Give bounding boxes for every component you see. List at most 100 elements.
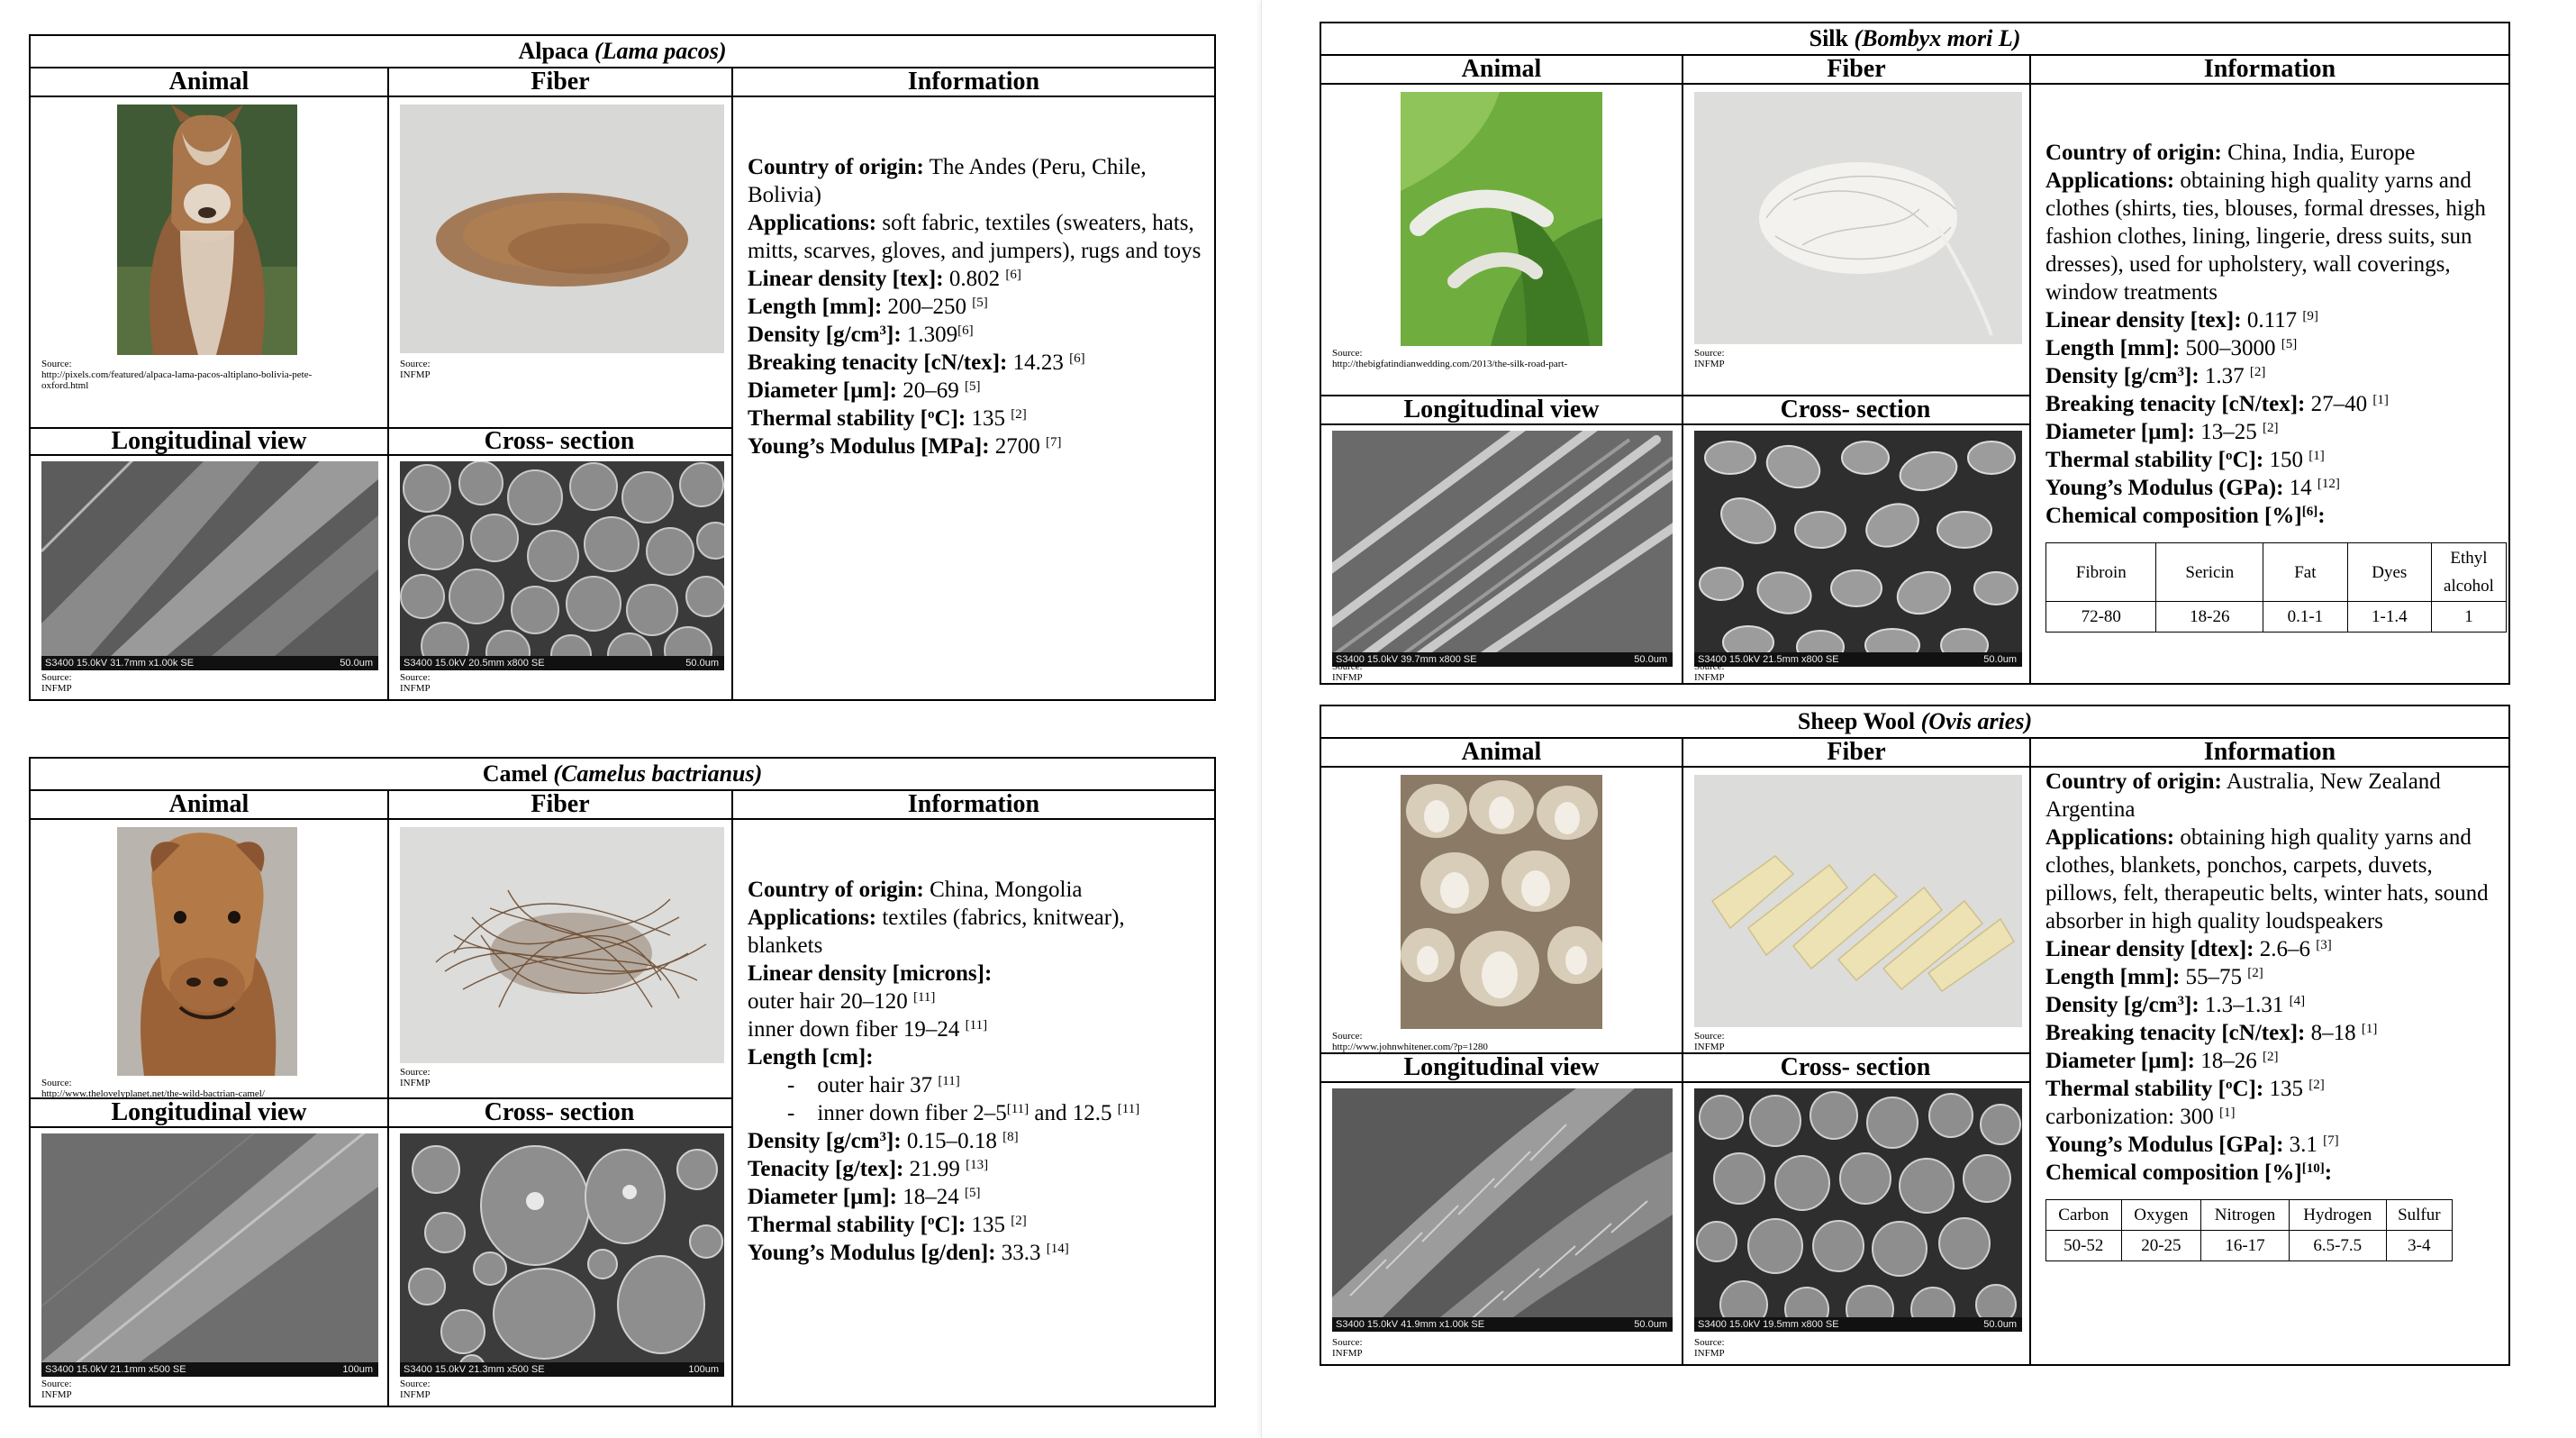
wool-cross-cell: S3400 15.0kV 19.5mm x800 SE 50.0um Source… [1683,1083,2031,1364]
alpaca-cross-sem: S3400 15.0kV 20.5mm x800 SE 50.0um [400,461,724,670]
wool-composition-table: Carbon Oxygen Nitrogen Hydrogen Sulfur 5… [2045,1199,2454,1261]
wool-animal-source: Source: http://www.johnwhitener.com/?p=1… [1332,1031,1488,1052]
silk-animal-source: Source: http://thebigfatindianwedding.co… [1332,348,1568,369]
camel-lower-header-row: Longitudinal view Cross- section [31,1097,733,1128]
silk-animal-header: Animal [1321,54,1683,85]
wool-title: Sheep Wool (Ovis aries) [1321,706,2508,739]
alpaca-photo [117,105,297,355]
alpaca-long-header: Longitudinal view [31,429,389,454]
wool-comp-value: 16-17 [2200,1230,2290,1261]
silk-comp-header: Sericin [2155,542,2264,602]
silk-cross-cell: S3400 15.0kV 21.5mm x800 SE 50.0um Source… [1683,425,2031,683]
camel-info-header: Information [733,789,1214,820]
alpaca-fiber-photo [400,105,724,353]
camel-long-sem: S3400 15.0kV 21.1mm x500 SE 100um [41,1133,378,1377]
camel-fiber-header: Fiber [389,789,733,820]
wool-comp-header: Sulfur [2385,1199,2454,1231]
silk-photo [1401,92,1602,346]
left-page: Alpaca (Lama pacos) Animal Fiber Informa… [0,0,1252,1438]
camel-animal-header: Animal [31,789,389,820]
alpaca-cross-cell: S3400 15.0kV 20.5mm x800 SE 50.0um Source… [389,456,733,699]
camel-long-header: Longitudinal view [31,1099,389,1126]
right-page: Silk (Bombyx mori L) Animal Fiber Inform… [1261,0,2576,1438]
wool-fiber-header: Fiber [1683,737,2031,768]
wool-lower-header-row: Longitudinal view Cross- section [1321,1052,2031,1083]
camel-title: Camel (Camelus bactrianus) [31,759,1214,791]
wool-info-header: Information [2031,737,2508,768]
wool-comp-value: 50-52 [2045,1230,2122,1261]
wool-comp-value: 3-4 [2385,1230,2454,1261]
wool-comp-header: Nitrogen [2200,1199,2290,1231]
silk-comp-header: Fat [2263,542,2348,602]
silk-info: Country of origin: China, India, Europe … [2045,139,2507,633]
silk-composition-table: Fibroin Sericin Fat Dyes Ethyl alcohol 7… [2045,542,2507,633]
wool-long-sem: S3400 15.0kV 41.9mm x1.00k SE 50.0um [1332,1088,1673,1332]
wool-cross-header: Cross- section [1780,1053,1931,1081]
silk-long-header: Longitudinal view [1321,396,1683,423]
silk-title: Silk (Bombyx mori L) [1321,23,2508,56]
alpaca-fiber-source: Source: INFMP [400,359,431,380]
wool-info: Country of origin: Australia, New Zealan… [2045,768,2507,1261]
silk-comp-value: 1-1.4 [2346,601,2433,633]
silk-long-source: Source: INFMP [1332,661,1363,683]
alpaca-info: Country of origin: The Andes (Peru, Chil… [748,155,1202,459]
camel-cross-header: Cross- section [484,1098,635,1126]
alpaca-long-source: Source: INFMP [41,672,72,694]
silk-comp-value: 0.1-1 [2263,601,2348,633]
silk-long-cell: S3400 15.0kV 39.7mm x800 SE 50.0um Source… [1321,425,1683,683]
alpaca-title: Alpaca (Lama pacos) [31,36,1214,68]
wool-long-source: Source: INFMP [1332,1337,1363,1359]
wool-long-cell: S3400 15.0kV 41.9mm x1.00k SE 50.0um Sour… [1321,1083,1683,1364]
silk-fiber-header: Fiber [1683,54,2031,85]
camel-fiber-cell: Source: INFMP [389,820,733,1117]
silk-fiber-source: Source: INFMP [1694,348,1725,369]
silk-comp-value: 18-26 [2155,601,2264,633]
camel-fiber-source: Source: INFMP [400,1067,431,1088]
wool-photo [1401,775,1602,1029]
silk-fiber-photo [1694,92,2022,344]
wool-comp-value: 20-25 [2120,1230,2202,1261]
camel-animal-cell: Source: http://www.thelovelyplanet.net/t… [31,820,389,1117]
silk-fiber-cell: Source: INFMP [1683,85,2031,395]
silk-cross-sem: S3400 15.0kV 21.5mm x800 SE 50.0um [1694,431,2022,667]
wool-comp-header: Carbon [2045,1199,2122,1231]
camel-cross-sem: S3400 15.0kV 21.3mm x500 SE 100um [400,1133,724,1377]
camel-long-cell: S3400 15.0kV 21.1mm x500 SE 100um Source:… [31,1128,389,1406]
wool-cross-sem: S3400 15.0kV 19.5mm x800 SE 50.0um [1694,1088,2022,1332]
wool-fiber-photo [1694,775,2022,1027]
silk-comp-value: 1 [2431,601,2507,633]
camel-photo [117,827,297,1076]
camel-animal-source: Source: http://www.thelovelyplanet.net/t… [41,1078,265,1099]
alpaca-cross-header: Cross- section [484,427,635,455]
camel-table: Camel (Camelus bactrianus) Animal Fiber … [29,757,1216,1407]
camel-fiber-photo [400,827,724,1063]
silk-comp-value: 72-80 [2045,601,2157,633]
wool-table: Sheep Wool (Ovis aries) Animal Fiber Inf… [1320,705,2510,1366]
alpaca-fiber-header: Fiber [389,67,733,97]
wool-long-header: Longitudinal view [1321,1054,1683,1081]
wool-comp-header: Hydrogen [2288,1199,2387,1231]
alpaca-long-cell: S3400 15.0kV 31.7mm x1.00k SE 50.0um Sour… [31,456,389,699]
camel-info: Country of origin: China, Mongolia Appli… [748,878,1140,1265]
wool-comp-header: Oxygen [2120,1199,2202,1231]
silk-comp-header: Dyes [2346,542,2433,602]
wool-fiber-source: Source: INFMP [1694,1031,1725,1052]
silk-animal-cell: Source: http://thebigfatindianwedding.co… [1321,85,1683,395]
alpaca-fiber-cell: Source: INFMP [389,97,733,427]
silk-cross-header: Cross- section [1780,396,1931,423]
alpaca-cross-source: Source: INFMP [400,672,431,694]
wool-animal-cell: Source: http://www.johnwhitener.com/?p=1… [1321,768,1683,1052]
alpaca-info-header: Information [733,67,1214,97]
silk-table: Silk (Bombyx mori L) Animal Fiber Inform… [1320,22,2510,685]
wool-fiber-cell: Source: INFMP [1683,768,2031,1052]
silk-comp-header: Fibroin [2045,542,2157,602]
alpaca-long-sem: S3400 15.0kV 31.7mm x1.00k SE 50.0um [41,461,378,670]
wool-cross-source: Source: INFMP [1694,1337,1725,1359]
camel-cross-source: Source: INFMP [400,1379,431,1400]
alpaca-animal-source: Source: http://pixels.com/featured/alpac… [41,359,313,391]
alpaca-animal-cell: Source: http://pixels.com/featured/alpac… [31,97,389,427]
silk-info-header: Information [2031,54,2508,85]
wool-animal-header: Animal [1321,737,1683,768]
camel-long-source: Source: INFMP [41,1379,72,1400]
alpaca-table: Alpaca (Lama pacos) Animal Fiber Informa… [29,34,1216,701]
